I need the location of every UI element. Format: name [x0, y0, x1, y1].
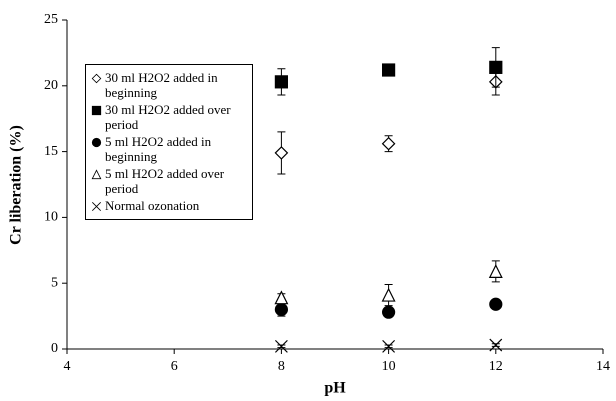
- x-tick-label: 12: [489, 359, 503, 374]
- legend-marker: [91, 105, 102, 116]
- legend-item: 5 ml H2O2 added in beginning: [90, 134, 248, 164]
- marker: [382, 63, 396, 77]
- marker: [274, 290, 289, 305]
- legend-label: 5 ml H2O2 added in beginning: [105, 134, 212, 164]
- x-axis-title: pH: [324, 380, 346, 397]
- legend-marker: [91, 73, 102, 84]
- y-tick-label: 0: [51, 341, 58, 356]
- legend-item: 30 ml H2O2 added in beginning: [90, 70, 248, 100]
- marker: [489, 338, 503, 352]
- legend-label: Normal ozonation: [105, 198, 200, 213]
- legend-icon: [91, 169, 102, 180]
- legend-marker: [92, 202, 101, 211]
- legend-icon: [91, 73, 102, 84]
- legend-icon: [92, 202, 101, 211]
- y-tick-label: 15: [44, 144, 58, 159]
- y-tick-label: 10: [44, 210, 58, 225]
- legend-item: Normal ozonation: [90, 198, 248, 213]
- y-tick-label: 25: [44, 12, 58, 27]
- marker: [381, 287, 396, 302]
- marker: [274, 339, 288, 353]
- marker: [274, 302, 288, 317]
- legend-marker: [91, 137, 102, 148]
- y-tick-label: 20: [44, 78, 58, 93]
- y-axis-title: Cr liberation (%): [8, 125, 25, 245]
- legend-icon: [91, 105, 102, 116]
- x-tick-label: 8: [278, 359, 285, 374]
- legend-label: 30 ml H2O2 added in beginning: [105, 70, 218, 100]
- marker: [489, 297, 503, 311]
- marker: [274, 146, 289, 160]
- marker: [381, 136, 396, 151]
- marker: [382, 305, 396, 319]
- x-tick-label: 6: [171, 359, 178, 374]
- marker: [382, 339, 396, 353]
- legend-label: 30 ml H2O2 added over period: [105, 102, 231, 132]
- marker: [488, 264, 503, 278]
- legend-item: 30 ml H2O2 added over period: [90, 102, 248, 132]
- legend-marker: [91, 169, 102, 180]
- x-tick-label: 14: [596, 359, 610, 374]
- legend: 30 ml H2O2 added in beginning 30 ml H2O2 …: [85, 64, 253, 220]
- legend-item: 5 ml H2O2 added over period: [90, 166, 248, 196]
- legend-icon: [91, 137, 102, 148]
- marker: [489, 60, 503, 74]
- legend-label: 5 ml H2O2 added over period: [105, 166, 225, 196]
- y-tick-label: 5: [51, 275, 58, 290]
- marker: [274, 75, 288, 89]
- x-tick-label: 10: [382, 359, 396, 374]
- x-tick-label: 4: [64, 359, 71, 374]
